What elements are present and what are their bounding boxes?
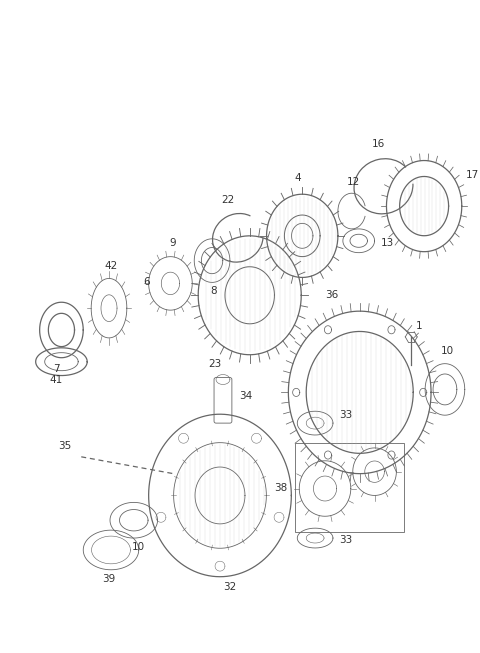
Text: 33: 33 (339, 535, 352, 545)
Text: 17: 17 (466, 170, 479, 180)
Text: 1: 1 (416, 321, 423, 331)
Text: 34: 34 (239, 391, 252, 402)
Text: 42: 42 (104, 261, 118, 270)
Text: 35: 35 (58, 441, 72, 451)
Text: 4: 4 (294, 173, 300, 183)
Text: 12: 12 (347, 178, 360, 187)
Text: 23: 23 (208, 358, 222, 369)
Text: 32: 32 (223, 582, 237, 592)
Text: 6: 6 (144, 278, 150, 287)
Text: 41: 41 (50, 375, 63, 385)
Bar (295, 443, 404, 532)
Text: 13: 13 (381, 238, 394, 247)
Text: 7: 7 (53, 364, 60, 374)
Text: 10: 10 (132, 542, 145, 552)
Text: 9: 9 (169, 238, 176, 247)
Text: 36: 36 (325, 290, 338, 300)
Text: 39: 39 (102, 574, 116, 584)
FancyBboxPatch shape (214, 377, 232, 423)
Text: 38: 38 (274, 483, 288, 492)
Text: 33: 33 (339, 410, 352, 420)
Text: 16: 16 (372, 138, 385, 149)
Text: 22: 22 (221, 195, 235, 205)
Text: 8: 8 (211, 286, 217, 296)
Text: 10: 10 (440, 345, 454, 356)
